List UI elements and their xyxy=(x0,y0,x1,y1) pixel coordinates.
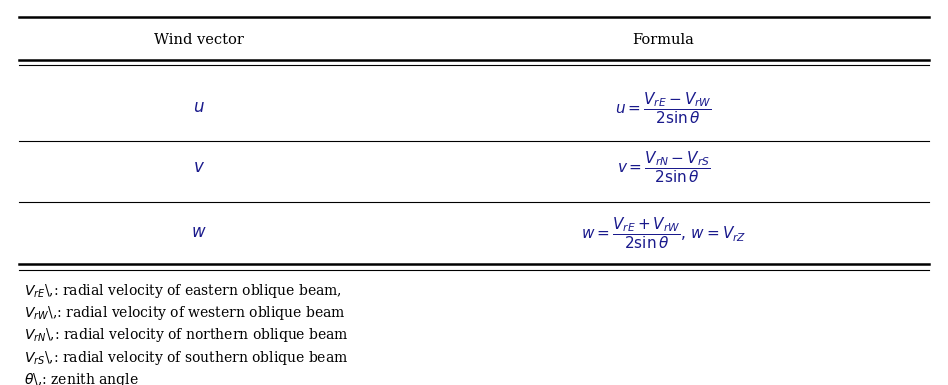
Text: $V_{rW}$\,: radial velocity of western oblique beam: $V_{rW}$\,: radial velocity of western o… xyxy=(24,304,345,322)
Text: $u=\dfrac{V_{rE}-V_{rW}}{2\sin\theta}$: $u=\dfrac{V_{rE}-V_{rW}}{2\sin\theta}$ xyxy=(615,90,712,126)
Text: Wind vector: Wind vector xyxy=(155,33,244,47)
Text: $\mathit{w}$: $\mathit{w}$ xyxy=(191,224,207,241)
Text: $\mathit{u}$: $\mathit{u}$ xyxy=(193,99,205,116)
Text: $V_{rS}$\,: radial velocity of southern oblique beam: $V_{rS}$\,: radial velocity of southern … xyxy=(24,349,348,367)
Text: $V_{rN}$\,: radial velocity of northern oblique beam: $V_{rN}$\,: radial velocity of northern … xyxy=(24,326,349,344)
Text: $w=\dfrac{V_{rE}+V_{rW}}{2\sin\theta},\, w=V_{rZ}$: $w=\dfrac{V_{rE}+V_{rW}}{2\sin\theta},\,… xyxy=(581,215,746,251)
Text: $\mathit{v}$: $\mathit{v}$ xyxy=(193,159,205,176)
Text: Formula: Formula xyxy=(632,33,695,47)
Text: $v=\dfrac{V_{rN}-V_{rS}}{2\sin\theta}$: $v=\dfrac{V_{rN}-V_{rS}}{2\sin\theta}$ xyxy=(617,150,710,185)
Text: $\theta$\,: zenith angle: $\theta$\,: zenith angle xyxy=(24,371,138,385)
Text: $V_{rE}$\,: radial velocity of eastern oblique beam,: $V_{rE}$\,: radial velocity of eastern o… xyxy=(24,282,341,300)
